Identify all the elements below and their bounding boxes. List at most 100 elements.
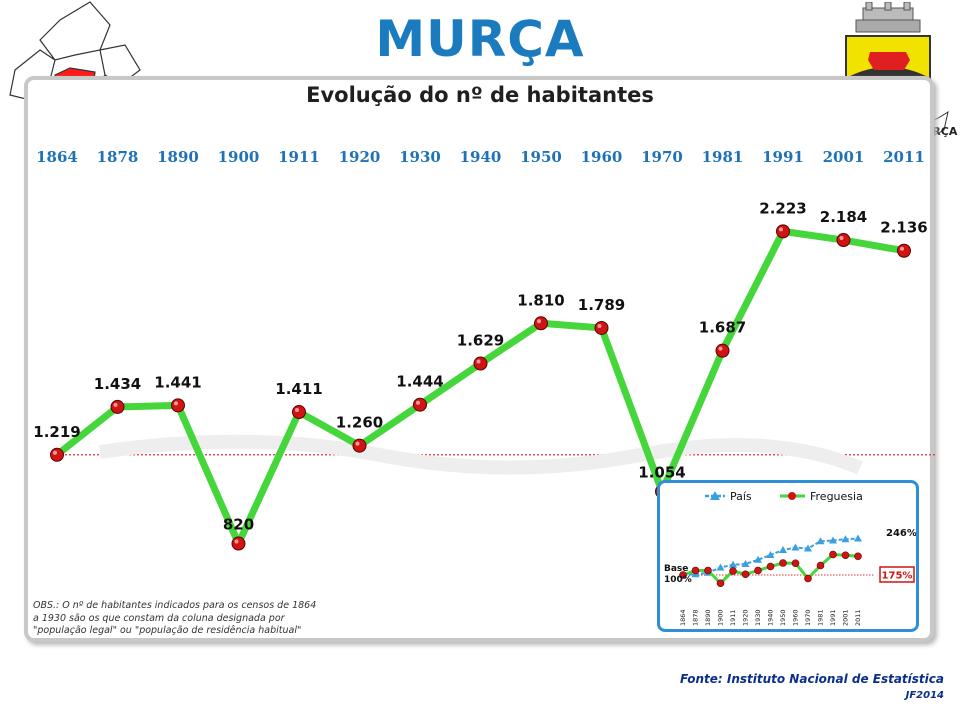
year-label: 1920: [338, 148, 381, 166]
year-label: 1890: [157, 148, 199, 166]
inset-base-label: Base: [664, 564, 688, 574]
data-label: 1.219: [33, 423, 80, 441]
data-label: 2.184: [820, 208, 867, 226]
inset-pais-point: [754, 555, 762, 563]
data-label: 1.260: [336, 414, 383, 432]
inset-year-label: 1950: [779, 609, 787, 626]
data-point-highlight: [718, 346, 723, 351]
inset-freguesia-point: [816, 561, 825, 570]
data-point: [594, 320, 609, 335]
year-label: 1940: [459, 148, 502, 166]
inset-year-label: 1930: [754, 609, 762, 626]
inset-pais-point: [741, 560, 750, 567]
data-point: [897, 243, 911, 258]
inset-year-label: 1991: [829, 609, 837, 626]
inset-freguesia-point: [841, 551, 850, 560]
source-note: Fonte: Instituto Nacional de Estatística: [679, 672, 944, 686]
inset-pais-point: [841, 535, 850, 543]
inset-year-label: 1900: [717, 609, 725, 626]
data-point-highlight: [416, 400, 420, 405]
data-point: [292, 405, 306, 420]
year-label: 1950: [520, 148, 562, 166]
data-point: [171, 398, 185, 413]
inset-year-label: 1940: [767, 609, 775, 626]
data-label: 1.054: [638, 463, 685, 481]
inset-pais-point: [716, 563, 725, 571]
year-label: 1930: [399, 148, 441, 166]
inset-freguesia-point: [779, 559, 787, 567]
year-label: 2011: [883, 148, 925, 166]
data-point-highlight: [779, 227, 783, 232]
inset-base-label-pct: 100%: [664, 575, 692, 585]
data-point-highlight: [537, 319, 541, 324]
inset-year-label: 1864: [679, 609, 687, 626]
year-label: 1960: [580, 148, 623, 166]
data-label: 1.810: [517, 291, 564, 309]
inset-year-label: 1911: [729, 609, 737, 626]
data-point-highlight: [839, 236, 844, 241]
data-point-highlight: [295, 408, 299, 413]
year-label: 1900: [217, 148, 260, 166]
inset-freguesia-end-label: 175%: [882, 571, 913, 582]
inset-year-label: 2011: [854, 609, 862, 626]
inset-year-label: 2001: [842, 609, 850, 626]
data-point-highlight: [113, 402, 118, 407]
inset-pais-end-label: 246%: [886, 528, 916, 539]
data-label: 1.434: [94, 375, 141, 393]
data-label: 2.223: [759, 199, 806, 217]
data-point-highlight: [900, 246, 904, 251]
inset-year-label: 1878: [692, 609, 700, 626]
year-label: 1864: [36, 148, 78, 166]
inset-pais-point: [816, 537, 825, 545]
inset-freguesia-point: [704, 566, 712, 575]
data-point: [715, 343, 730, 358]
legend-freguesia-label: Freguesia: [810, 490, 863, 503]
data-point-highlight: [355, 441, 360, 446]
data-point: [231, 536, 246, 551]
inset-freguesia-point: [691, 566, 700, 575]
data-point: [836, 233, 851, 248]
inset-year-label: 1920: [742, 609, 750, 626]
data-label: 1.687: [699, 319, 746, 337]
data-point: [352, 438, 367, 453]
data-point-highlight: [53, 450, 57, 455]
data-point-highlight: [234, 539, 239, 544]
data-point-highlight: [597, 323, 602, 328]
inset-pais-point: [804, 544, 812, 552]
inset-freguesia-end-box: [879, 566, 915, 583]
inset-freguesia-point: [729, 567, 737, 575]
legend-freguesia-marker: [788, 492, 796, 500]
inset-year-label: 1960: [792, 609, 800, 626]
page-title: MURÇA: [375, 10, 585, 68]
inset-pais-point: [829, 536, 837, 544]
legend-pais-marker: [710, 491, 720, 500]
data-point: [534, 316, 548, 331]
data-point: [776, 224, 790, 239]
data-label: 2.136: [880, 219, 927, 237]
inset-pais-point: [729, 560, 737, 568]
inset-pais-point: [766, 551, 775, 558]
credit-note: JF2014: [905, 690, 944, 701]
data-point: [473, 356, 488, 371]
inset-freguesia-point: [741, 570, 750, 579]
inset-freguesia-point: [804, 574, 812, 583]
year-label: 1970: [641, 148, 683, 166]
year-label: 1878: [96, 148, 139, 166]
inset-freguesia-point: [829, 550, 837, 559]
data-label: 820: [223, 516, 254, 534]
year-label: 2001: [822, 148, 865, 166]
inset-freguesia-point: [679, 571, 687, 579]
inset-freguesia-point: [854, 552, 862, 561]
year-label: 1981: [701, 148, 744, 166]
data-point-highlight: [174, 401, 178, 406]
data-label: 1.441: [154, 373, 201, 391]
year-label: 1991: [762, 148, 804, 166]
inset-year-label: 1970: [804, 609, 812, 626]
data-label: 1.789: [578, 296, 625, 314]
data-label: 1.629: [457, 332, 504, 350]
inset-freguesia-point: [716, 579, 725, 588]
data-point: [50, 447, 64, 462]
inset-freguesia-point: [766, 562, 775, 571]
